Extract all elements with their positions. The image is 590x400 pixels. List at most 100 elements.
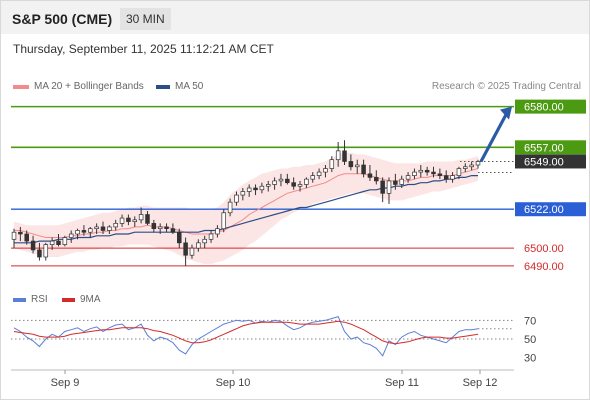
candle <box>310 172 315 183</box>
candle-body-up <box>189 247 195 256</box>
candle <box>81 225 87 236</box>
candle-body-down <box>151 223 157 230</box>
rsi-line <box>13 315 479 357</box>
candle <box>463 163 468 173</box>
candle-body-down <box>24 233 29 242</box>
candle <box>43 242 49 261</box>
candle-body-up <box>88 228 93 233</box>
forecast-arrow-head <box>500 106 512 120</box>
candle <box>164 223 169 233</box>
candle <box>157 223 163 234</box>
candle <box>145 211 150 226</box>
level-tag-6557.00 <box>515 140 586 155</box>
bollinger-band <box>14 152 478 265</box>
candle-body-down <box>367 173 373 178</box>
candle <box>348 154 354 171</box>
candle <box>412 168 417 180</box>
rsi-swatch <box>13 297 26 302</box>
level-tag-6580.00 <box>515 99 586 114</box>
candle <box>304 177 309 188</box>
candle-body-down <box>348 161 354 168</box>
candle <box>259 182 265 194</box>
candle-body-down <box>361 164 366 175</box>
candle-body-down <box>393 180 398 185</box>
candle <box>437 168 443 180</box>
candle-body-up <box>399 178 404 185</box>
level-label-6522.00: 6522.00 <box>524 204 564 216</box>
ma9-label: 9MA <box>80 294 101 305</box>
candle-body-up <box>463 166 468 169</box>
candle-body-down <box>253 187 258 191</box>
candle-body-up <box>405 175 411 180</box>
candle <box>354 159 360 174</box>
candle-body-up <box>304 178 309 185</box>
candle-body-up <box>113 223 118 228</box>
candle <box>113 219 118 231</box>
candle <box>246 184 252 197</box>
candle-body-up <box>412 171 417 176</box>
candle-body-up <box>246 187 252 192</box>
candle-body-up <box>132 219 138 222</box>
candle-body-up <box>138 214 144 221</box>
rsi-label: RSI <box>31 294 48 305</box>
candle-body-up <box>75 230 80 235</box>
candle-body-up <box>43 244 49 258</box>
candle <box>272 177 277 190</box>
candle <box>323 165 328 178</box>
candle <box>253 184 258 196</box>
candle <box>177 228 182 249</box>
candle <box>88 226 93 238</box>
candle <box>469 161 474 171</box>
candle-body-up <box>323 168 328 173</box>
candle-body-up <box>259 185 265 191</box>
ma50-swatch <box>156 84 170 89</box>
candle <box>18 226 23 242</box>
candle <box>291 177 296 190</box>
candle <box>234 191 239 206</box>
candle <box>361 159 366 178</box>
candle <box>399 175 404 188</box>
candle <box>443 170 449 183</box>
candle <box>393 173 398 190</box>
candle-body-up <box>450 175 455 180</box>
candle-body-down <box>81 230 87 233</box>
candle <box>431 166 436 178</box>
legend-9ma: 9MA <box>62 294 101 305</box>
candle-body-up <box>196 242 201 249</box>
candle <box>132 216 138 227</box>
candle <box>265 180 271 192</box>
candle-body-up <box>456 168 462 176</box>
candle-body-down <box>431 171 436 175</box>
candle-body-up <box>62 237 68 245</box>
x-tick-label: Sep 9 <box>51 377 80 389</box>
candle-body-up <box>49 240 55 245</box>
ma9-swatch <box>62 297 75 302</box>
level-label-6557.00: 6557.00 <box>524 142 564 154</box>
candle-body-up <box>215 228 220 235</box>
candle <box>329 156 335 173</box>
candle <box>11 228 17 249</box>
instrument-title: S&P 500 (CME) <box>12 11 113 27</box>
candle-body-up <box>221 212 227 230</box>
candle-body-up <box>310 175 315 180</box>
x-tick-label: Sep 10 <box>216 377 251 389</box>
timeframe-badge[interactable]: 30 MIN <box>120 8 171 30</box>
level-label-6490.00: 6490.00 <box>524 261 564 273</box>
candle-body-up <box>297 184 303 187</box>
candle <box>386 177 392 204</box>
candle-body-up <box>157 226 163 230</box>
candle-body-up <box>386 180 392 194</box>
candle <box>183 237 188 266</box>
level-tag-6549.00 <box>515 154 586 169</box>
candle <box>405 172 411 183</box>
legend-ma50: MA 50 <box>156 81 203 92</box>
candle <box>119 214 125 227</box>
candle-body-down <box>291 182 296 187</box>
x-tick-label: Sep 11 <box>385 377 419 389</box>
candle-body-down <box>164 226 169 230</box>
candle <box>380 177 385 203</box>
candle-body-up <box>68 233 74 238</box>
legend-rsi: RSI <box>13 294 48 305</box>
candle <box>30 235 36 254</box>
